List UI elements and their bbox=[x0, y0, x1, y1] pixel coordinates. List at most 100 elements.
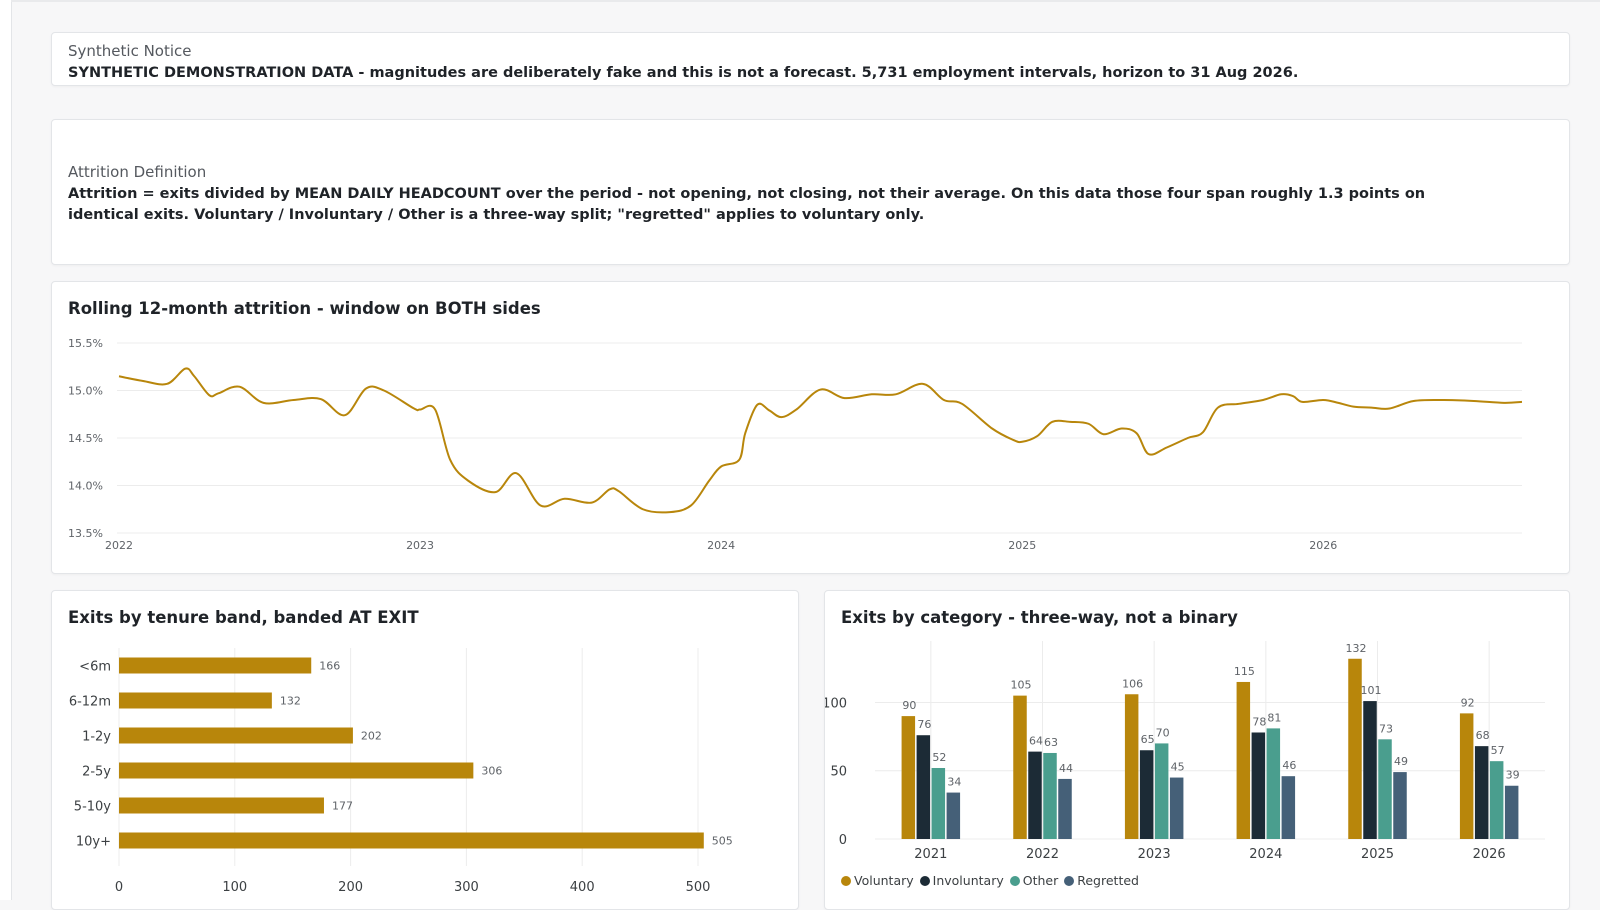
voluntary-bar-value-label: 132 bbox=[1346, 642, 1367, 655]
notice-title: Synthetic Notice bbox=[68, 42, 192, 60]
voluntary-bar[interactable] bbox=[1013, 695, 1027, 839]
regretted-bar-value-label: 39 bbox=[1506, 769, 1520, 782]
hbar-category-label: <6m bbox=[79, 660, 111, 675]
hbar-x-tick-label: 300 bbox=[454, 880, 479, 895]
voluntary-bar[interactable] bbox=[1124, 694, 1139, 839]
line-y-tick-label: 13.5% bbox=[68, 527, 103, 540]
hbar-category-label: 10y+ bbox=[76, 835, 111, 850]
other-bar[interactable] bbox=[1154, 743, 1169, 839]
other-bar-value-label: 57 bbox=[1491, 744, 1505, 757]
involuntary-bar[interactable] bbox=[1363, 701, 1377, 839]
tenure-bar-value-label: 505 bbox=[712, 835, 733, 848]
tenure-bar-value-label: 202 bbox=[361, 730, 382, 743]
legend-label-involuntary: Involuntary bbox=[932, 873, 1004, 888]
vbar-x-tick-label: 2024 bbox=[1249, 847, 1282, 862]
other-dot-icon bbox=[1009, 875, 1020, 886]
vbar-x-tick-label: 2022 bbox=[1026, 847, 1059, 862]
regretted-bar[interactable] bbox=[1169, 777, 1184, 839]
tenure-bar[interactable] bbox=[119, 657, 312, 674]
involuntary-bar[interactable] bbox=[1139, 750, 1154, 839]
voluntary-bar[interactable] bbox=[1236, 681, 1251, 839]
rolling-attrition-title: Rolling 12-month attrition - window on B… bbox=[68, 299, 541, 318]
tenure-bar-value-label: 306 bbox=[481, 765, 502, 778]
involuntary-bar-value-label: 68 bbox=[1476, 729, 1490, 742]
vbar-x-tick-label: 2025 bbox=[1361, 847, 1394, 862]
line-x-tick-label: 2025 bbox=[1008, 539, 1036, 552]
other-bar-value-label: 52 bbox=[932, 751, 946, 764]
tenure-bar[interactable] bbox=[119, 727, 353, 744]
tenure-bar-value-label: 177 bbox=[332, 800, 353, 813]
tenure-bar-value-label: 132 bbox=[280, 695, 301, 708]
regretted-bar[interactable] bbox=[1058, 778, 1072, 839]
voluntary-bar-value-label: 106 bbox=[1122, 677, 1143, 690]
legend-label-other: Other bbox=[1022, 873, 1059, 888]
vbar-y-tick-label: 50 bbox=[830, 765, 847, 780]
regretted-bar-value-label: 34 bbox=[947, 776, 961, 789]
involuntary-bar-value-label: 65 bbox=[1141, 733, 1155, 746]
line-x-tick-label: 2023 bbox=[406, 539, 434, 552]
involuntary-dot-icon bbox=[919, 875, 930, 886]
definition-title: Attrition Definition bbox=[68, 163, 207, 181]
other-bar-value-label: 70 bbox=[1156, 726, 1170, 739]
voluntary-bar[interactable] bbox=[901, 716, 916, 839]
attrition-line-series[interactable] bbox=[118, 367, 1523, 514]
hbar-x-tick-label: 500 bbox=[686, 880, 711, 895]
involuntary-bar-value-label: 76 bbox=[917, 718, 931, 731]
vbar-x-tick-label: 2026 bbox=[1473, 847, 1506, 862]
line-y-tick-label: 14.5% bbox=[68, 432, 103, 445]
hbar-x-tick-label: 100 bbox=[222, 880, 247, 895]
line-y-tick-label: 15.5% bbox=[68, 337, 103, 350]
other-bar-value-label: 73 bbox=[1379, 722, 1393, 735]
rolling-attrition-chart: 15.5% 15.0% 14.5% 14.0% 13.5%2022 2023 2024 202… bbox=[68, 337, 1523, 552]
line-y-tick-label: 15.0% bbox=[68, 385, 103, 398]
other-bar[interactable] bbox=[1378, 739, 1392, 839]
involuntary-bar[interactable] bbox=[1251, 732, 1266, 839]
involuntary-bar[interactable] bbox=[916, 735, 931, 839]
legend-item-involuntary[interactable]: Involuntary bbox=[919, 873, 1004, 888]
involuntary-bar[interactable] bbox=[1028, 751, 1042, 839]
legend-item-regretted[interactable]: Regretted bbox=[1064, 873, 1139, 888]
involuntary-bar-value-label: 101 bbox=[1361, 684, 1382, 697]
exits-category-legend: Voluntary Involuntary Other Regretted bbox=[841, 873, 1139, 888]
tenure-bar[interactable] bbox=[119, 762, 474, 779]
other-bar-value-label: 63 bbox=[1044, 736, 1058, 749]
voluntary-bar[interactable] bbox=[1348, 658, 1362, 839]
regretted-bar[interactable] bbox=[946, 792, 961, 839]
legend-item-voluntary[interactable]: Voluntary bbox=[841, 873, 914, 888]
line-y-tick-label: 14.0% bbox=[68, 480, 103, 493]
vbar-y-tick-label: 100 bbox=[825, 696, 847, 711]
tenure-bar[interactable] bbox=[119, 832, 704, 849]
other-bar[interactable] bbox=[931, 767, 946, 839]
regretted-bar[interactable] bbox=[1393, 772, 1407, 839]
legend-label-voluntary: Voluntary bbox=[854, 873, 914, 888]
tenure-bar[interactable] bbox=[119, 797, 324, 814]
legend-item-other[interactable]: Other bbox=[1009, 873, 1059, 888]
voluntary-bar-value-label: 92 bbox=[1461, 696, 1475, 709]
line-x-tick-label: 2022 bbox=[105, 539, 133, 552]
voluntary-bar-value-label: 115 bbox=[1234, 665, 1255, 678]
exits-category-card: Exits by category - three-way, not a bin… bbox=[824, 590, 1570, 910]
involuntary-bar[interactable] bbox=[1474, 746, 1489, 839]
regretted-bar[interactable] bbox=[1504, 785, 1519, 839]
regretted-bar-value-label: 46 bbox=[1282, 759, 1296, 772]
hbar-x-tick-label: 200 bbox=[338, 880, 363, 895]
rolling-attrition-card: Rolling 12-month attrition - window on B… bbox=[51, 281, 1570, 574]
regretted-bar-value-label: 44 bbox=[1059, 762, 1073, 775]
involuntary-bar-value-label: 78 bbox=[1252, 715, 1266, 728]
voluntary-dot-icon bbox=[841, 875, 851, 886]
regretted-bar[interactable] bbox=[1281, 776, 1296, 839]
notice-text: SYNTHETIC DEMONSTRATION DATA - magnitude… bbox=[68, 65, 1299, 81]
tenure-band-title: Exits by tenure band, banded AT EXIT bbox=[68, 608, 419, 627]
attrition-definition-card: Attrition Definition Attrition = exits d… bbox=[51, 119, 1570, 265]
top-divider bbox=[11, 0, 1600, 2]
hbar-category-label: 2-5y bbox=[82, 765, 111, 780]
other-bar[interactable] bbox=[1266, 728, 1281, 839]
other-bar[interactable] bbox=[1043, 752, 1057, 839]
synthetic-notice-card: Synthetic Notice SYNTHETIC DEMONSTRATION… bbox=[51, 32, 1570, 86]
tenure-bar[interactable] bbox=[119, 692, 272, 709]
line-x-tick-label: 2024 bbox=[707, 539, 735, 552]
voluntary-bar[interactable] bbox=[1459, 713, 1474, 839]
exits-category-title: Exits by category - three-way, not a bin… bbox=[841, 608, 1238, 627]
other-bar[interactable] bbox=[1489, 761, 1504, 839]
voluntary-bar-value-label: 105 bbox=[1011, 679, 1032, 692]
